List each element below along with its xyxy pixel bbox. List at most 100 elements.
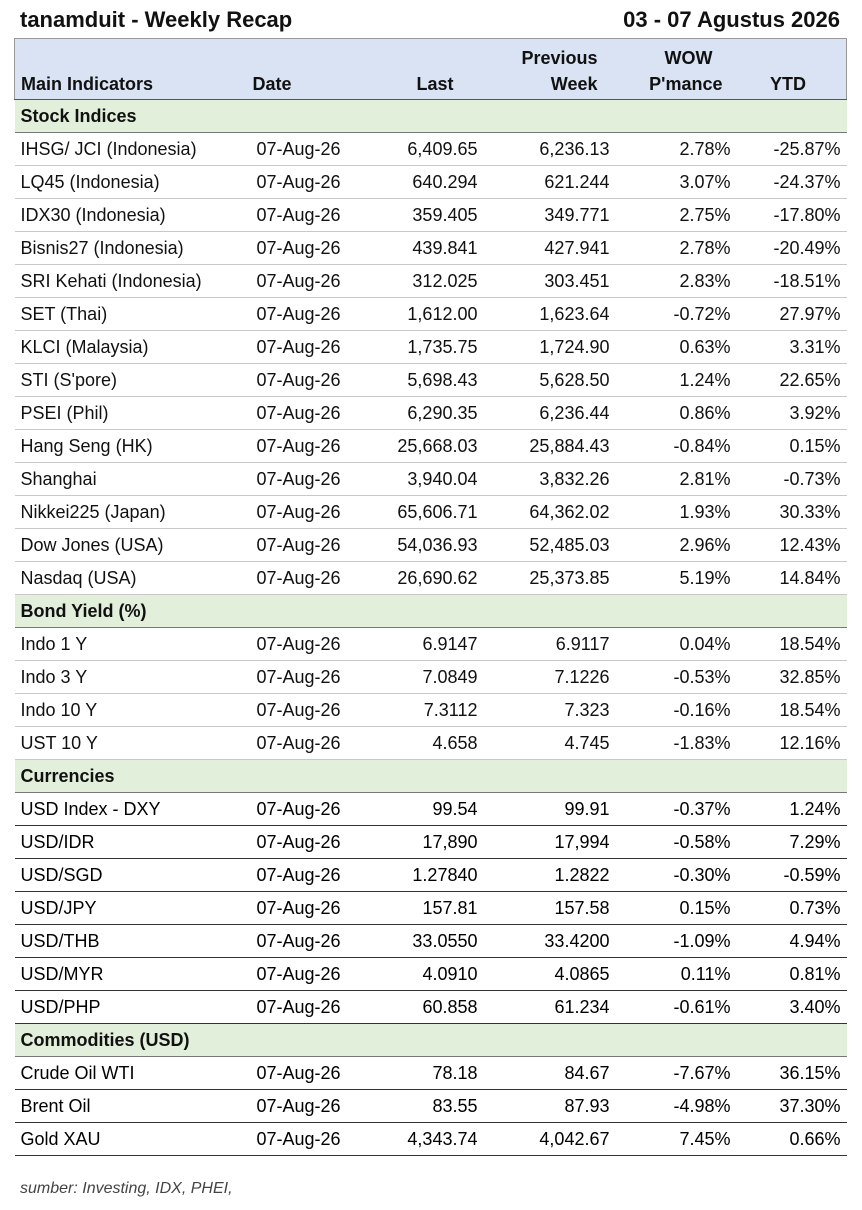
indicator-name: Dow Jones (USA)	[14, 528, 243, 562]
header-date: Date	[242, 69, 367, 100]
previous-week-value: 64,362.02	[483, 495, 616, 529]
weekly-recap-table: Previous WOW Main Indicators Date Last W…	[14, 38, 847, 1156]
last-value: 312.025	[366, 264, 484, 298]
header-last: Last	[366, 69, 484, 100]
header-main-indicators: Main Indicators	[14, 69, 243, 100]
table-row: USD/MYR 07-Aug-26 4.0910 4.0865 0.11% 0.81%	[14, 957, 847, 991]
table-row: USD/IDR 07-Aug-26 17,890 17,994 -0.58% 7.29%	[14, 825, 847, 859]
ytd-value: -0.73%	[736, 462, 847, 496]
ytd-value: 7.29%	[736, 825, 847, 859]
date-cell: 07-Aug-26	[242, 825, 367, 859]
previous-week-value: 157.58	[483, 891, 616, 925]
header-ytd: YTD	[736, 69, 847, 100]
date-cell: 07-Aug-26	[242, 363, 367, 397]
ytd-value: 18.54%	[736, 693, 847, 727]
indicator-name: LQ45 (Indonesia)	[14, 165, 243, 199]
table-row: USD/JPY 07-Aug-26 157.81 157.58 0.15% 0.73%	[14, 891, 847, 925]
indicator-name: Nikkei225 (Japan)	[14, 495, 243, 529]
previous-week-value: 99.91	[483, 792, 616, 826]
date-cell: 07-Aug-26	[242, 1056, 367, 1090]
last-value: 6,290.35	[366, 396, 484, 430]
last-value: 33.0550	[366, 924, 484, 958]
ytd-value: 3.92%	[736, 396, 847, 430]
table-row: IDX30 (Indonesia) 07-Aug-26 359.405 349.771…	[14, 198, 847, 232]
source-note: sumber: Investing, IDX, PHEI,	[20, 1180, 233, 1197]
indicator-name: USD/THB	[14, 924, 243, 958]
table-body: Stock Indices IHSG/ JCI (Indonesia) 07-Aug…	[14, 99, 847, 1156]
wow-performance: 7.45%	[615, 1122, 737, 1156]
date-cell: 07-Aug-26	[242, 891, 367, 925]
table-row: USD/SGD 07-Aug-26 1.27840 1.2822 -0.30% -0.59…	[14, 858, 847, 892]
last-value: 78.18	[366, 1056, 484, 1090]
table-row: LQ45 (Indonesia) 07-Aug-26 640.294 621.244 3…	[14, 165, 847, 199]
indicator-name: USD/MYR	[14, 957, 243, 991]
header-week: Week	[483, 69, 616, 100]
table-row: Hang Seng (HK) 07-Aug-26 25,668.03 25,884.4…	[14, 429, 847, 463]
ytd-value: 0.81%	[736, 957, 847, 991]
last-value: 6,409.65	[366, 132, 484, 166]
date-cell: 07-Aug-26	[242, 693, 367, 727]
last-value: 54,036.93	[366, 528, 484, 562]
date-cell: 07-Aug-26	[242, 660, 367, 694]
last-value: 26,690.62	[366, 561, 484, 595]
previous-week-value: 4.745	[483, 726, 616, 760]
date-cell: 07-Aug-26	[242, 297, 367, 331]
last-value: 640.294	[366, 165, 484, 199]
ytd-value: -0.59%	[736, 858, 847, 892]
header-previous: Previous	[483, 38, 616, 69]
ytd-value: 0.15%	[736, 429, 847, 463]
indicator-name: KLCI (Malaysia)	[14, 330, 243, 364]
ytd-value: 36.15%	[736, 1056, 847, 1090]
ytd-value: -20.49%	[736, 231, 847, 265]
table-header: Previous WOW Main Indicators Date Last W…	[14, 38, 847, 100]
wow-performance: -4.98%	[615, 1089, 737, 1123]
section-title: Bond Yield (%)	[14, 594, 847, 628]
previous-week-value: 1.2822	[483, 858, 616, 892]
table-row: Nasdaq (USA) 07-Aug-26 26,690.62 25,373.85 5…	[14, 561, 847, 595]
indicator-name: USD/IDR	[14, 825, 243, 859]
table-row: STI (S'pore) 07-Aug-26 5,698.43 5,628.50 1.2…	[14, 363, 847, 397]
date-cell: 07-Aug-26	[242, 627, 367, 661]
last-value: 1,612.00	[366, 297, 484, 331]
wow-performance: 0.63%	[615, 330, 737, 364]
header-row-1: Previous WOW	[14, 38, 847, 69]
table-row: Bisnis27 (Indonesia) 07-Aug-26 439.841 427.…	[14, 231, 847, 265]
last-value: 359.405	[366, 198, 484, 232]
wow-performance: 2.75%	[615, 198, 737, 232]
ytd-value: 37.30%	[736, 1089, 847, 1123]
table-row: Crude Oil WTI 07-Aug-26 78.18 84.67 -7.67% 36…	[14, 1056, 847, 1090]
last-value: 3,940.04	[366, 462, 484, 496]
previous-week-value: 25,884.43	[483, 429, 616, 463]
previous-week-value: 7.1226	[483, 660, 616, 694]
wow-performance: -1.83%	[615, 726, 737, 760]
indicator-name: Bisnis27 (Indonesia)	[14, 231, 243, 265]
indicator-name: UST 10 Y	[14, 726, 243, 760]
ytd-value: 12.43%	[736, 528, 847, 562]
indicator-name: Indo 10 Y	[14, 693, 243, 727]
date-cell: 07-Aug-26	[242, 198, 367, 232]
table-row: Indo 10 Y 07-Aug-26 7.3112 7.323 -0.16% 18.54…	[14, 693, 847, 727]
previous-week-value: 3,832.26	[483, 462, 616, 496]
wow-performance: 0.86%	[615, 396, 737, 430]
wow-performance: 2.78%	[615, 231, 737, 265]
date-cell: 07-Aug-26	[242, 1122, 367, 1156]
ytd-value: -17.80%	[736, 198, 847, 232]
header-cell	[366, 38, 484, 69]
table-row: UST 10 Y 07-Aug-26 4.658 4.745 -1.83% 12.16%	[14, 726, 847, 760]
table-row: Gold XAU 07-Aug-26 4,343.74 4,042.67 7.45% 0.…	[14, 1122, 847, 1156]
ytd-value: 0.66%	[736, 1122, 847, 1156]
previous-week-value: 61.234	[483, 990, 616, 1024]
previous-week-value: 303.451	[483, 264, 616, 298]
table-row: PSEI (Phil) 07-Aug-26 6,290.35 6,236.44 0.86…	[14, 396, 847, 430]
header-cell	[242, 38, 367, 69]
ytd-value: -18.51%	[736, 264, 847, 298]
indicator-name: IHSG/ JCI (Indonesia)	[14, 132, 243, 166]
indicator-name: SRI Kehati (Indonesia)	[14, 264, 243, 298]
ytd-value: 0.73%	[736, 891, 847, 925]
ytd-value: 30.33%	[736, 495, 847, 529]
table-row: USD/THB 07-Aug-26 33.0550 33.4200 -1.09% 4.94…	[14, 924, 847, 958]
wow-performance: -0.61%	[615, 990, 737, 1024]
table-row: SRI Kehati (Indonesia) 07-Aug-26 312.025 30…	[14, 264, 847, 298]
previous-week-value: 5,628.50	[483, 363, 616, 397]
date-cell: 07-Aug-26	[242, 1089, 367, 1123]
